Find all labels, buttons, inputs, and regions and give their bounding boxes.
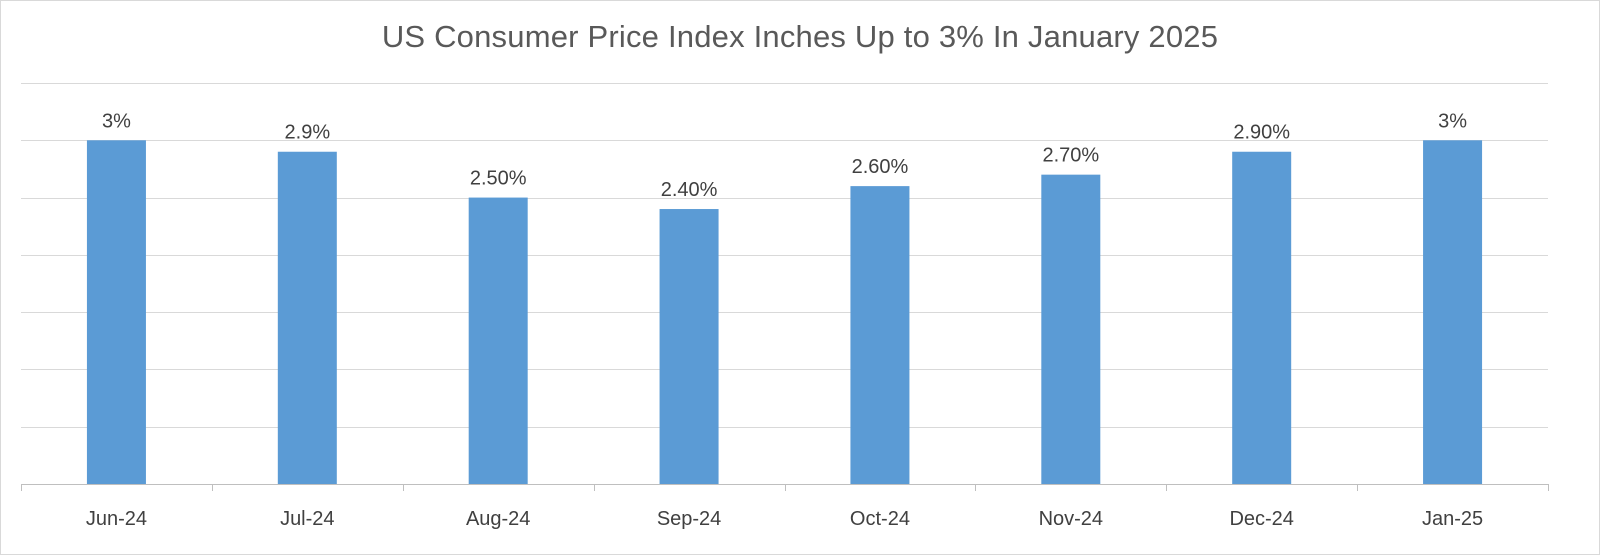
bar [277, 151, 337, 484]
data-label: 2.40% [661, 179, 718, 201]
bar [1423, 140, 1483, 485]
data-labels: 3% 2.9% 2.50% 2.40% 2.60% 2.70% 2.90% 3% [102, 110, 1467, 201]
bar [1232, 151, 1292, 484]
data-label: 2.50% [470, 168, 527, 190]
x-axis: Jun-24 Jul-24 Aug-24 Sep-24 Oct-24 Nov-24 Dec-… [21, 484, 1549, 530]
x-tick-label: Jul-24 [280, 508, 334, 530]
x-tick-label: Dec-24 [1229, 508, 1293, 530]
x-tick-label: Jun-24 [86, 508, 147, 530]
x-tick-label: Jan-25 [1422, 508, 1483, 530]
data-label: 2.60% [852, 156, 909, 178]
x-tick-label: Nov-24 [1039, 508, 1103, 530]
bars [86, 140, 1483, 485]
data-label: 2.70% [1042, 145, 1099, 167]
bar [1041, 174, 1101, 484]
bar [850, 186, 910, 484]
gridlines [21, 83, 1548, 428]
bar [468, 197, 528, 485]
data-label: 3% [1438, 110, 1467, 132]
chart-title: US Consumer Price Index Inches Up to 3% … [381, 19, 1219, 54]
data-label: 3% [102, 110, 131, 132]
data-label: 2.9% [285, 122, 331, 144]
x-tick-label: Aug-24 [466, 508, 531, 530]
x-tick-label: Sep-24 [657, 508, 722, 530]
x-tick-label: Oct-24 [850, 508, 910, 530]
bar [86, 140, 146, 485]
data-label: 2.90% [1233, 122, 1290, 144]
bar [659, 209, 719, 484]
